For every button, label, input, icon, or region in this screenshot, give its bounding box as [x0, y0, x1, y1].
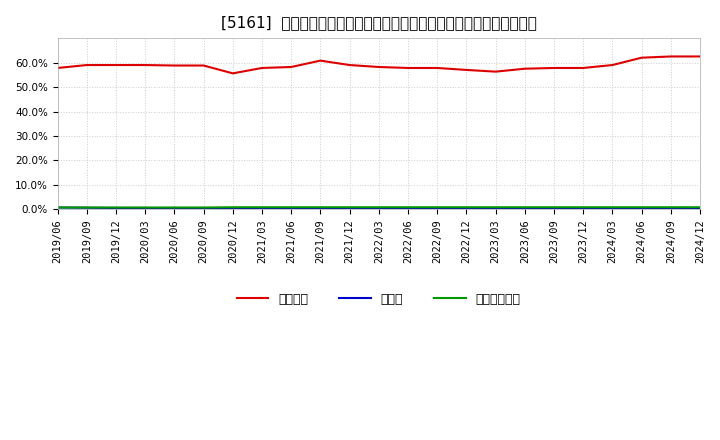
のれん	[521, 206, 529, 212]
のれん	[170, 205, 179, 211]
繰延税金資産	[374, 205, 383, 210]
繰延税金資産	[696, 205, 704, 210]
自己資本	[228, 71, 237, 76]
Title: [5161]  自己資本、のれん、繰延税金資産の総資産に対する比率の推移: [5161] 自己資本、のれん、繰延税金資産の総資産に対する比率の推移	[221, 15, 536, 30]
自己資本	[462, 67, 471, 73]
自己資本	[521, 66, 529, 71]
Legend: 自己資本, のれん, 繰延税金資産: 自己資本, のれん, 繰延税金資産	[232, 288, 526, 311]
のれん	[637, 206, 646, 212]
のれん	[549, 206, 558, 212]
繰延税金資産	[346, 205, 354, 210]
のれん	[258, 206, 266, 211]
繰延税金資産	[258, 205, 266, 210]
のれん	[404, 206, 413, 211]
のれん	[433, 206, 441, 211]
自己資本	[667, 54, 675, 59]
自己資本	[579, 65, 588, 70]
のれん	[346, 206, 354, 211]
自己資本	[404, 65, 413, 70]
自己資本	[112, 62, 120, 68]
自己資本	[53, 65, 62, 70]
繰延税金資産	[579, 205, 588, 210]
のれん	[608, 206, 617, 212]
自己資本	[199, 63, 208, 68]
繰延税金資産	[141, 205, 150, 210]
繰延税金資産	[462, 205, 471, 210]
のれん	[462, 206, 471, 211]
自己資本	[549, 65, 558, 70]
繰延税金資産	[667, 205, 675, 210]
繰延税金資産	[637, 205, 646, 210]
繰延税金資産	[53, 205, 62, 210]
自己資本	[316, 58, 325, 63]
のれん	[696, 206, 704, 212]
自己資本	[170, 63, 179, 68]
繰延税金資産	[199, 205, 208, 210]
繰延税金資産	[491, 205, 500, 210]
のれん	[83, 205, 91, 210]
繰延税金資産	[404, 205, 413, 210]
繰延税金資産	[608, 205, 617, 210]
自己資本	[608, 62, 617, 68]
繰延税金資産	[287, 205, 295, 210]
繰延税金資産	[228, 205, 237, 210]
のれん	[112, 205, 120, 211]
のれん	[667, 206, 675, 212]
Line: のれん: のれん	[58, 208, 700, 209]
自己資本	[637, 55, 646, 60]
繰延税金資産	[549, 205, 558, 210]
自己資本	[346, 62, 354, 68]
自己資本	[491, 69, 500, 74]
繰延税金資産	[521, 205, 529, 210]
のれん	[141, 205, 150, 211]
のれん	[374, 206, 383, 211]
自己資本	[433, 65, 441, 70]
のれん	[199, 205, 208, 211]
のれん	[53, 205, 62, 210]
自己資本	[287, 64, 295, 70]
繰延税金資産	[433, 205, 441, 210]
繰延税金資産	[316, 205, 325, 210]
のれん	[491, 206, 500, 212]
自己資本	[83, 62, 91, 68]
のれん	[579, 206, 588, 212]
Line: 自己資本: 自己資本	[58, 56, 700, 73]
のれん	[228, 206, 237, 211]
のれん	[316, 206, 325, 211]
繰延税金資産	[83, 205, 91, 210]
自己資本	[258, 65, 266, 70]
自己資本	[141, 62, 150, 68]
自己資本	[374, 64, 383, 70]
繰延税金資産	[112, 205, 120, 210]
繰延税金資産	[170, 205, 179, 210]
のれん	[287, 206, 295, 211]
自己資本	[696, 54, 704, 59]
